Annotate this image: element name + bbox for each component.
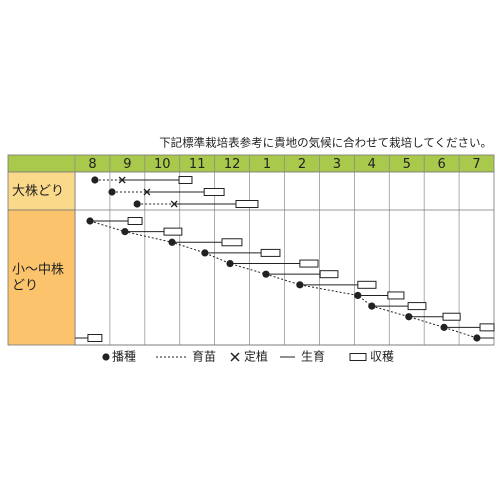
month-label: 11 (189, 157, 206, 172)
harvest (127, 217, 143, 225)
note: 下記標準栽培表参考に貴地の気候に合わせて栽培してください。 (159, 136, 492, 150)
month-label: 6 (437, 157, 445, 172)
sow (296, 281, 304, 289)
harvest (319, 270, 339, 279)
transplant (170, 200, 178, 208)
transplant (118, 176, 126, 184)
harvest (235, 200, 259, 208)
harvest (479, 323, 495, 332)
month-label: 8 (88, 157, 96, 172)
harvest (221, 238, 243, 247)
group-label-bg (7, 209, 76, 346)
legend-sow-icon (102, 353, 110, 361)
harvest (203, 188, 225, 196)
sow (226, 259, 234, 268)
sow (108, 188, 116, 196)
harvest (357, 280, 377, 289)
month-label: 3 (333, 157, 341, 172)
legend-harvest-icon (349, 353, 367, 361)
harvest (299, 259, 319, 268)
harvest (163, 227, 183, 236)
sow (133, 200, 141, 208)
legend-label: 収穫 (370, 350, 394, 364)
harvest (87, 334, 103, 342)
month-label: 4 (368, 157, 376, 172)
sowing-trend (89, 220, 478, 339)
legend-label: 播種 (112, 350, 136, 364)
month-label: 9 (123, 157, 131, 172)
harvest (442, 312, 461, 321)
month-label: 7 (472, 157, 480, 172)
harvest (260, 248, 281, 257)
legend-label: 育苗 (192, 349, 216, 364)
transplant (143, 188, 151, 196)
month-label: 1 (263, 157, 271, 172)
legend-transplant-icon (230, 352, 240, 362)
group-label-bg (7, 171, 76, 211)
month-label: 5 (403, 157, 411, 172)
month-label: 10 (154, 157, 171, 172)
harvest (178, 176, 193, 184)
month-label: 2 (298, 157, 306, 172)
harvest (407, 302, 427, 311)
month-label: 12 (224, 157, 241, 172)
sow (201, 249, 209, 257)
harvest (387, 291, 405, 300)
sow (91, 176, 99, 184)
group-label: 小～中株どり (12, 262, 64, 293)
legend-label: 定植 (244, 349, 268, 364)
group-label: 大株どり (12, 184, 64, 199)
sow (440, 323, 448, 331)
header-bg (7, 154, 495, 173)
legend-label: 生育 (301, 349, 325, 364)
sow (405, 313, 413, 321)
